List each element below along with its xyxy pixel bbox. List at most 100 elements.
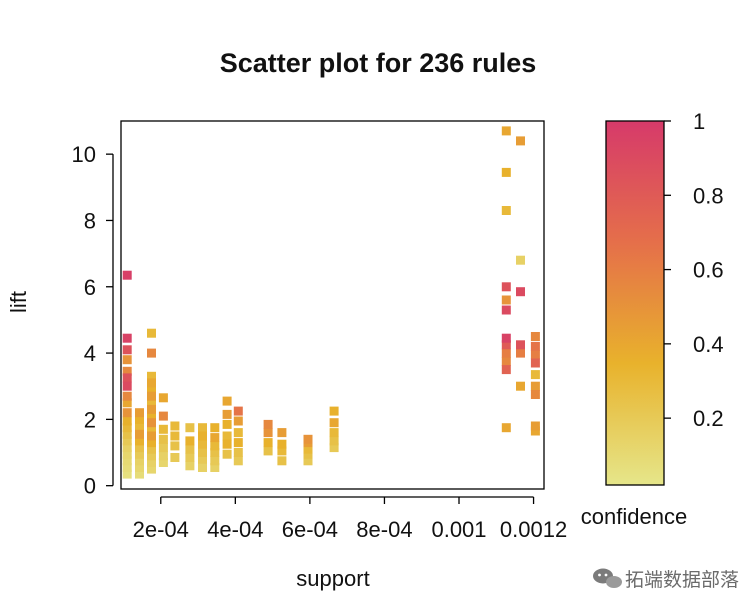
scatter-point — [122, 355, 132, 365]
scatter-point — [185, 436, 195, 446]
scatter-point — [147, 444, 156, 454]
scatter-point — [170, 431, 180, 441]
scatter-point — [329, 418, 339, 428]
scatter-point — [122, 463, 132, 472]
scatter-point — [329, 428, 339, 438]
scatter-point — [147, 371, 156, 381]
scatter-point — [135, 423, 144, 433]
scatter-point — [147, 458, 156, 467]
scatter-point — [501, 365, 511, 375]
scatter-point — [147, 411, 156, 421]
scatter-point — [501, 423, 511, 433]
scatter-point — [530, 358, 540, 368]
x-axis-label: support — [296, 566, 369, 591]
color-scale-tick-label: 0.8 — [693, 183, 724, 208]
x-tick-label: 0.001 — [431, 517, 486, 542]
scatter-point — [530, 332, 540, 341]
scatter-point — [147, 328, 156, 338]
scatter-point — [210, 463, 220, 472]
scatter-point — [263, 446, 273, 456]
scatter-point — [147, 385, 156, 394]
scatter-point — [329, 406, 339, 416]
y-tick-label: 8 — [84, 208, 96, 233]
color-scale-tick-label: 0.2 — [693, 406, 724, 431]
scatter-point — [263, 419, 273, 429]
scatter-point — [122, 333, 132, 343]
scatter-point — [222, 419, 232, 429]
watermark: 拓端数据部落 — [593, 568, 739, 591]
scatter-point — [185, 461, 195, 471]
scatter-point — [329, 443, 339, 453]
scatter-point — [222, 409, 232, 419]
color-scale-ticks: 1 0.8 0.6 0.4 0.2 — [664, 109, 724, 431]
scatter-point — [147, 378, 156, 388]
scatter-point — [122, 345, 132, 355]
scatter-point — [135, 456, 144, 466]
scatter-point — [135, 463, 144, 472]
scatter-point — [210, 441, 220, 451]
scatter-point — [122, 449, 132, 459]
scatter-point — [233, 406, 243, 416]
scatter-point — [501, 206, 511, 215]
scatter-point — [222, 396, 232, 406]
scatter-point — [277, 446, 287, 456]
scatter-point — [147, 431, 156, 441]
scatter-point — [147, 464, 156, 474]
scatter-point — [135, 449, 144, 459]
watermark-text: 拓端数据部落 — [625, 569, 739, 591]
scatter-point — [222, 449, 232, 459]
scatter-point — [210, 448, 220, 457]
scatter-point — [263, 438, 273, 448]
scatter-point — [501, 295, 511, 305]
plot-area-border — [120, 120, 545, 490]
scatter-point — [122, 423, 132, 433]
scatter-point — [263, 428, 273, 438]
scatter-point — [185, 423, 195, 433]
scatter-point — [147, 418, 156, 428]
scatter-point — [198, 448, 207, 457]
scatter-point — [530, 341, 540, 351]
scatter-point — [122, 469, 132, 479]
scatter-point — [158, 443, 168, 453]
scatter-point — [122, 381, 132, 391]
scatter-point — [501, 305, 511, 315]
scatter-point — [516, 255, 525, 265]
scatter-point — [158, 424, 168, 434]
scatter-point — [135, 443, 144, 453]
scatter-point — [530, 421, 540, 431]
scatter-point — [501, 126, 511, 136]
scatter-point — [135, 414, 144, 424]
y-tick-label: 2 — [84, 407, 96, 432]
scatter-point — [516, 348, 525, 358]
color-scale-label: confidence — [581, 504, 687, 529]
scatter-point — [122, 270, 132, 280]
y-tick-label: 0 — [84, 474, 96, 499]
scatter-point — [501, 340, 511, 350]
scatter-point — [122, 456, 132, 466]
scatter-point — [147, 451, 156, 461]
scatter-point — [198, 431, 207, 441]
scatter-point — [135, 408, 144, 418]
scatter-point — [277, 428, 287, 438]
scatter-point — [233, 448, 243, 457]
scatter-point — [277, 456, 287, 466]
scatter-point — [147, 404, 156, 414]
scatter-point — [530, 350, 540, 360]
scatter-point — [198, 454, 207, 464]
scatter-point — [516, 287, 525, 297]
scatter-point — [147, 348, 156, 358]
scatter-point — [501, 333, 511, 343]
scatter-point — [147, 438, 156, 448]
scatter-point — [303, 434, 313, 444]
scatter-point — [233, 416, 243, 426]
scatter-point — [516, 340, 525, 350]
scatter-point — [501, 167, 511, 177]
scatter-point — [222, 439, 232, 449]
scatter-point — [122, 366, 132, 376]
scatter-point — [198, 423, 207, 433]
scatter-point — [185, 444, 195, 454]
scatter-point — [210, 433, 220, 443]
y-tick-label: 6 — [84, 275, 96, 300]
scatter-point — [135, 436, 144, 446]
scatter-point — [303, 444, 313, 454]
